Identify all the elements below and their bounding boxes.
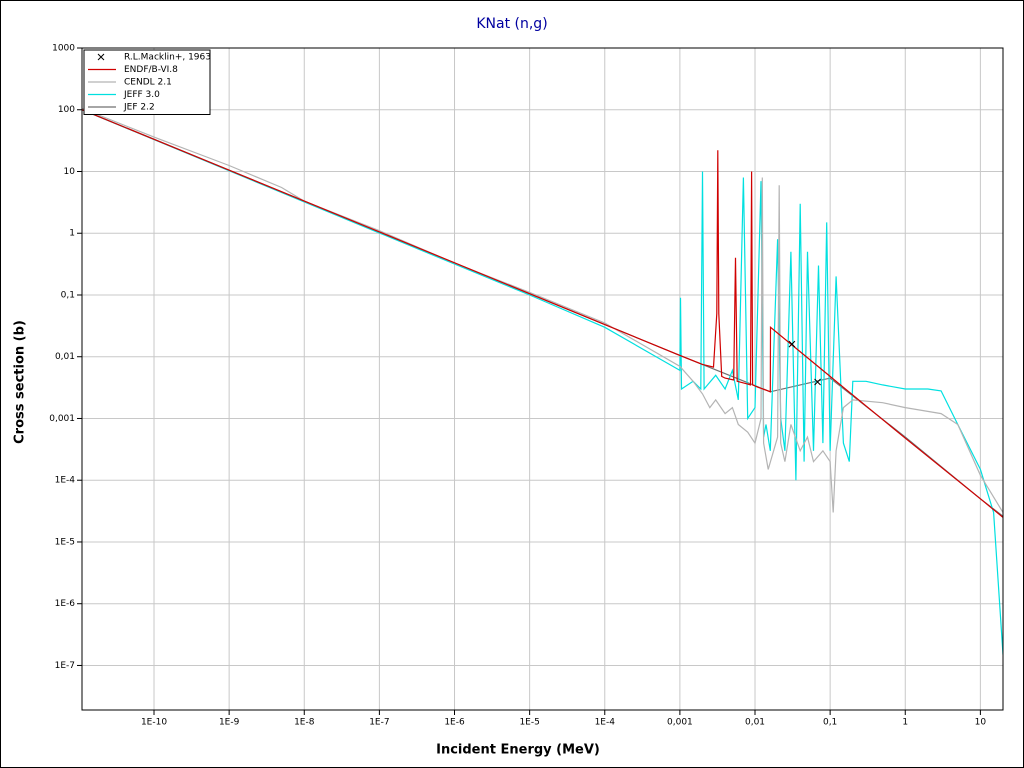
plot-frame [81,47,1004,711]
x-tick-label: 0,01 [745,718,765,728]
y-tick-label: 1000 [52,44,75,54]
y-tick-label: 10 [64,167,76,177]
series-line [82,109,1003,518]
data-point [788,340,796,348]
x-tick-label: 1E-5 [519,718,539,728]
y-tick-label: 1E-4 [55,476,76,486]
x-tick-label: 1E-8 [294,718,315,728]
x-axis-label: Incident Energy (MeV) [436,743,600,758]
x-tick-label: 1E-9 [219,718,240,728]
x-tick-label: 1E-10 [141,718,167,728]
x-tick-label: 1E-7 [369,718,389,728]
y-tick-label: 0,01 [55,352,75,362]
x-tick-label: 1E-6 [444,718,465,728]
legend-label: JEF 2.2 [123,103,155,113]
x-tick-label: 1 [902,718,908,728]
series-line [82,109,1003,655]
chart-title: KNat (n,g) [476,16,547,32]
x-tick-label: 1E-4 [595,718,616,728]
y-tick-label: 100 [58,105,75,115]
plot-area [82,107,1003,655]
x-tick-label: 0,1 [823,718,837,728]
series-line [82,107,1003,513]
y-tick-label: 0,001 [49,414,75,424]
legend: R.L.Macklin+, 1963 ENDF/B-VI.8 CENDL 2.1 JE… [83,49,211,115]
y-tick-label: 1 [69,229,75,239]
data-point [814,378,821,386]
legend-marker [97,53,105,61]
y-tick-label: 1E-6 [55,599,76,609]
x-tick-label: 0,001 [667,718,693,728]
legend-label: ENDF/B-VI.8 [124,65,178,75]
legend-label: R.L.Macklin+, 1963 [124,53,211,63]
legend-label: CENDL 2.1 [124,78,172,88]
legend-label: JEFF 3.0 [123,90,160,100]
y-tick-label: 1E-7 [55,661,75,671]
y-tick-label: 1E-5 [55,537,75,547]
y-axis-label: Cross section (b) [13,320,28,444]
x-tick-label: 10 [975,718,987,728]
y-tick-label: 0,1 [61,290,75,300]
